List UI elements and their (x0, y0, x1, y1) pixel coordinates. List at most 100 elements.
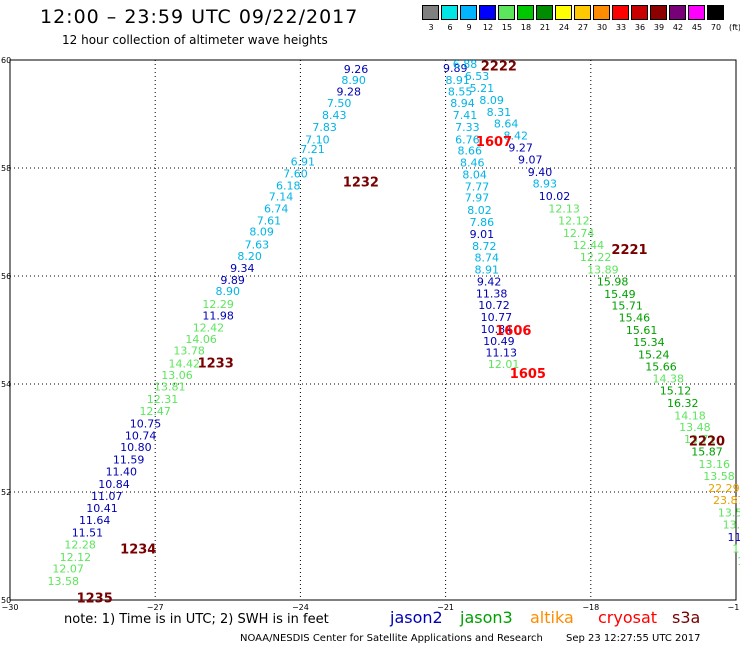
wave-height-value: 12.31 (147, 393, 179, 406)
footer-note: note: 1) Time is in UTC; 2) SWH is in fe… (64, 612, 329, 627)
wave-height-value: 12.74 (563, 227, 595, 240)
wave-height-value: 12.28 (64, 538, 96, 551)
wave-height-value: 8.90 (341, 74, 366, 87)
wave-height-value: 13.58 (703, 470, 735, 483)
legend-label: 24 (558, 23, 570, 32)
wave-height-value: 11.51 (72, 527, 104, 540)
wave-height-value: 12.42 (193, 321, 225, 334)
legend-label: 12 (482, 23, 494, 32)
wave-height-value: 8.64 (494, 118, 519, 131)
wave-height-value: 14.42 (168, 357, 200, 370)
wave-height-value: 12.12 (558, 214, 590, 227)
wave-height-value: 9.28 (337, 85, 362, 98)
wave-height-value: 13.71 (684, 433, 716, 446)
satellite-altika: altika (530, 608, 574, 627)
wave-height-value: 12.01 (488, 358, 520, 371)
wave-height-value: 7.21 (300, 143, 325, 156)
pass-label: 1232 (343, 176, 379, 191)
wave-height-value: 5.21 (470, 82, 495, 95)
wave-height-value: 10.84 (481, 323, 513, 336)
legend-label: 27 (577, 23, 589, 32)
wave-height-value: 11.07 (91, 490, 123, 503)
wave-height-value: 7.50 (327, 97, 352, 110)
wave-height-value: 7.97 (465, 192, 490, 205)
legend-swatch (612, 5, 629, 20)
wave-height-value: 11.38 (476, 287, 508, 300)
satellite-jason3: jason3 (460, 608, 513, 627)
wave-height-value: 10.74 (125, 429, 157, 442)
satellite-s3a: s3a (672, 608, 701, 627)
wave-height-value: 12.13 (548, 203, 580, 216)
wave-height-value: 9.42 (477, 275, 502, 288)
legend-swatch (517, 5, 534, 20)
wave-height-value: 10.75 (130, 417, 162, 430)
lon-tick-label: −21 (437, 603, 454, 612)
wave-height-value: 15.24 (638, 348, 670, 361)
wave-height-value: 15.61 (626, 324, 658, 337)
wave-height-value: 13.16 (723, 518, 740, 531)
legend-label: 39 (653, 23, 665, 32)
wave-height-value: 8.91 (474, 264, 499, 277)
wave-height-value: 12.07 (52, 563, 84, 576)
satellite-jason2: jason2 (390, 608, 443, 627)
wave-height-value: 12.80 (737, 555, 740, 568)
wave-height-value: 14.38 (652, 373, 684, 386)
wave-height-value: 13.58 (47, 575, 79, 588)
legend-label: 15 (501, 23, 513, 32)
legend-swatch (688, 5, 705, 20)
legend-swatch (631, 5, 648, 20)
wave-height-value: 14.18 (674, 409, 706, 422)
legend-label: 36 (634, 23, 646, 32)
wave-height-value: 8.93 (533, 178, 558, 191)
wave-height-value: 12.47 (139, 405, 171, 418)
wave-height-value: 11.13 (486, 347, 518, 360)
wave-height-value: 15.98 (597, 275, 629, 288)
page-subtitle: 12 hour collection of altimeter wave hei… (62, 33, 328, 47)
wave-height-value: 15.34 (633, 336, 665, 349)
legend-label: 42 (672, 23, 684, 32)
wave-height-value: 8.04 (462, 168, 487, 181)
lat-tick-label: 50 (1, 596, 11, 605)
pass-label: 2220 (689, 435, 725, 450)
generated-timestamp: Sep 23 12:27:55 UTC 2017 (566, 633, 701, 644)
pass-label: 1233 (198, 356, 234, 371)
legend-swatch (536, 5, 553, 20)
legend-swatch (707, 5, 724, 20)
wave-height-value: 13.89 (587, 264, 619, 277)
wave-height-value: 15.87 (691, 446, 723, 459)
wave-height-value: 8.20 (237, 250, 262, 263)
wave-height-value: 7.60 (283, 167, 308, 180)
wave-height-value: 7.33 (455, 121, 480, 134)
wave-height-value: 9.01 (470, 228, 495, 241)
wave-height-value: 12.44 (573, 239, 605, 252)
wave-height-value: 13.13 (732, 543, 740, 556)
lon-tick-label: −18 (582, 603, 599, 612)
legend-swatch (669, 5, 686, 20)
wave-height-value: 9.07 (518, 153, 543, 166)
page-title: 12:00 – 23:59 UTC 09/22/2017 (40, 6, 359, 28)
wave-height-value: 6.76 (455, 133, 480, 146)
wave-height-value: 6.18 (276, 179, 301, 192)
wave-height-value: 13.51 (718, 507, 740, 520)
legend-swatch (574, 5, 591, 20)
wave-height-value: 13.16 (698, 458, 730, 471)
wave-height-value: 6.88 (453, 58, 478, 71)
lon-tick-label: −30 (2, 603, 19, 612)
pass-label: 1235 (77, 591, 113, 606)
pass-label: 1607 (476, 135, 512, 150)
wave-height-value: 7.86 (470, 216, 495, 229)
wave-height-value: 9.34 (230, 262, 255, 275)
legend-swatch (479, 5, 496, 20)
pass-label: 1234 (120, 543, 156, 558)
wave-height-value: 8.31 (487, 106, 512, 119)
wave-height-value: 8.72 (472, 240, 497, 253)
wave-height-value: 8.09 (479, 94, 504, 107)
wave-height-value: 12.29 (202, 298, 234, 311)
lon-tick-label: −15 (728, 603, 740, 612)
wave-height-value: 12.22 (580, 251, 612, 264)
wave-height-value: 11.39 (728, 531, 740, 544)
pass-label: 1605 (510, 367, 546, 382)
legend-unit: (ft) (728, 23, 740, 32)
wave-height-value: 6.53 (465, 70, 490, 83)
pass-label: 2221 (611, 243, 647, 258)
